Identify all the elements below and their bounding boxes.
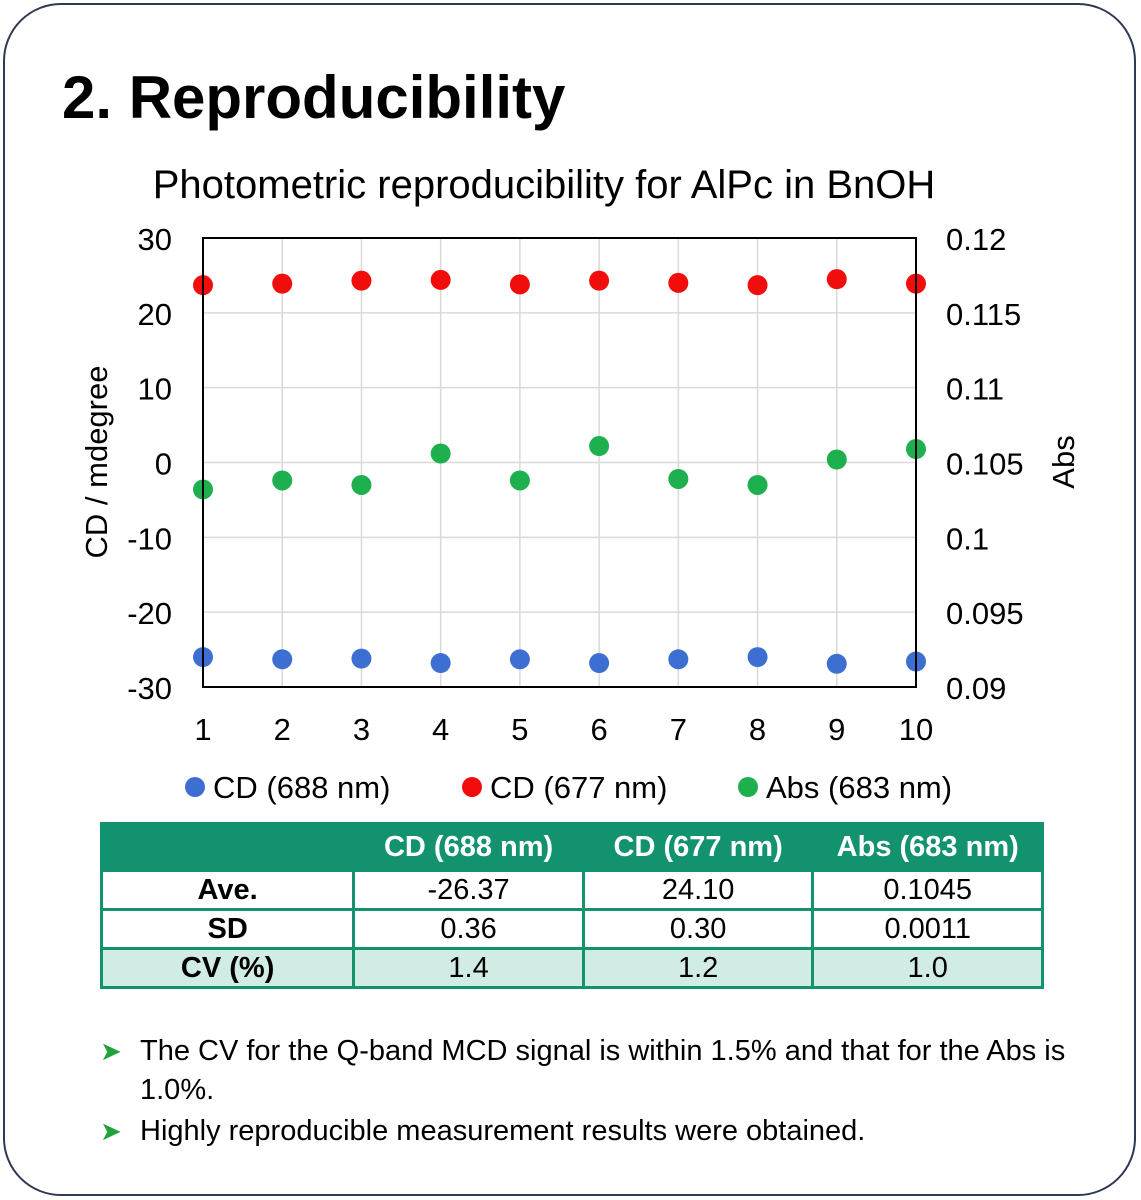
y-tick-label-right: 0.09 xyxy=(946,671,1006,706)
y-tick-label-left: 10 xyxy=(138,372,172,407)
x-tick-label: 4 xyxy=(432,712,449,747)
table-cell: 1.2 xyxy=(581,947,815,989)
table-cell: 24.10 xyxy=(581,869,815,911)
y-tick-label-right: 0.1 xyxy=(946,521,989,556)
data-point xyxy=(351,270,372,291)
list-item: ➤ Highly reproducible measurement result… xyxy=(100,1112,1080,1151)
x-tick-label: 7 xyxy=(670,712,687,747)
table-cell: 0.36 xyxy=(352,908,585,950)
data-point xyxy=(668,468,689,489)
slide-frame xyxy=(3,3,1136,1196)
x-tick-label: 1 xyxy=(194,712,211,747)
y-tick-label-right: 0.12 xyxy=(946,222,1006,257)
chart-title: Photometric reproducibility for AlPc in … xyxy=(153,163,936,207)
y-tick-label-left: -10 xyxy=(127,521,172,556)
x-tick-label: 3 xyxy=(353,712,370,747)
gridlines xyxy=(203,238,916,687)
legend-marker xyxy=(185,777,205,797)
legend-marker xyxy=(462,777,482,797)
data-point xyxy=(826,653,847,674)
table-cell: 1.4 xyxy=(352,947,585,989)
data-point xyxy=(747,474,768,495)
table-row: Ave. -26.37 24.10 0.1045 xyxy=(99,869,1044,911)
data-point xyxy=(430,269,451,290)
header-cell: CD (688 nm) xyxy=(352,822,585,872)
data-point xyxy=(351,648,372,669)
note-text: The CV for the Q-band MCD signal is with… xyxy=(140,1035,1066,1106)
plot-area-border xyxy=(202,237,917,688)
y-tick-label-right: 0.095 xyxy=(946,596,1024,631)
legend-label: Abs (683 nm) xyxy=(766,770,952,805)
data-point xyxy=(272,470,293,491)
y-tick-label-left: 0 xyxy=(155,447,172,482)
x-tick-label: 8 xyxy=(749,712,766,747)
data-points xyxy=(193,269,926,674)
note-text: Highly reproducible measurement results … xyxy=(140,1115,866,1147)
legend-label: CD (688 nm) xyxy=(213,770,390,805)
data-point xyxy=(509,274,530,295)
data-point xyxy=(509,649,530,670)
y-tick-label-left: 30 xyxy=(138,222,172,257)
data-point xyxy=(589,270,610,291)
data-point xyxy=(589,653,610,674)
data-point xyxy=(668,272,689,293)
data-point xyxy=(430,653,451,674)
conclusion-list: ➤ The CV for the Q-band MCD signal is wi… xyxy=(100,1032,1080,1153)
row-label: SD xyxy=(99,908,356,950)
row-label: CV (%) xyxy=(99,947,356,989)
slide-heading: 2. Reproducibility xyxy=(62,64,566,131)
data-point xyxy=(272,273,293,294)
legend-label: CD (677 nm) xyxy=(490,770,667,805)
y-tick-label-right: 0.115 xyxy=(946,297,1021,332)
y-tick-label-right: 0.105 xyxy=(946,447,1024,482)
table-cell: 0.30 xyxy=(581,908,815,950)
data-point xyxy=(826,449,847,470)
legend: CD (688 nm) CD (677 nm) Abs (683 nm) xyxy=(185,770,952,805)
list-item: ➤ The CV for the Q-band MCD signal is wi… xyxy=(100,1032,1080,1110)
legend-marker xyxy=(738,777,758,797)
header-cell xyxy=(99,822,356,872)
table-header-row: CD (688 nm) CD (677 nm) Abs (683 nm) xyxy=(99,822,1044,872)
table-cell: 0.1045 xyxy=(811,869,1044,911)
data-point xyxy=(509,470,530,491)
x-tick-label: 10 xyxy=(899,712,933,747)
header-cell: CD (677 nm) xyxy=(581,822,815,872)
arrowhead-icon: ➤ xyxy=(100,1036,122,1066)
header-cell: Abs (683 nm) xyxy=(811,822,1044,872)
arrowhead-icon: ➤ xyxy=(100,1116,122,1146)
table-row: CV (%) 1.4 1.2 1.0 xyxy=(99,947,1044,989)
data-point xyxy=(668,649,689,670)
data-point xyxy=(430,443,451,464)
data-point xyxy=(351,474,372,495)
table-cell: 0.0011 xyxy=(811,908,1044,950)
y-axis-label-right: Abs xyxy=(1046,435,1081,488)
y-tick-label-left: 20 xyxy=(138,297,172,332)
data-point xyxy=(826,269,847,290)
table-cell: 1.0 xyxy=(811,947,1044,989)
row-label: Ave. xyxy=(99,869,356,911)
data-point xyxy=(747,647,768,668)
data-point xyxy=(272,649,293,670)
y-tick-label-right: 0.11 xyxy=(946,372,1004,407)
x-tick-label: 9 xyxy=(828,712,845,747)
y-tick-label-left: -30 xyxy=(127,671,172,706)
y-tick-label-left: -20 xyxy=(127,596,172,631)
x-tick-label: 5 xyxy=(511,712,528,747)
scatter-chart: Photometric reproducibility for AlPc in … xyxy=(79,163,1081,805)
data-point xyxy=(589,436,610,457)
table-cell: -26.37 xyxy=(352,869,585,911)
y-axis-label-left: CD / mdegree xyxy=(79,366,114,559)
x-tick-label: 2 xyxy=(274,712,291,747)
x-tick-label: 6 xyxy=(590,712,607,747)
stats-table: CD (688 nm) CD (677 nm) Abs (683 nm) Ave… xyxy=(99,822,1044,989)
tick-labels: 30 20 10 0 -10 -20 -30 0.12 0.115 0.11 0.105 0.1 0.0… xyxy=(127,222,1023,747)
data-point xyxy=(747,275,768,296)
table-row: SD 0.36 0.30 0.0011 xyxy=(99,908,1044,950)
